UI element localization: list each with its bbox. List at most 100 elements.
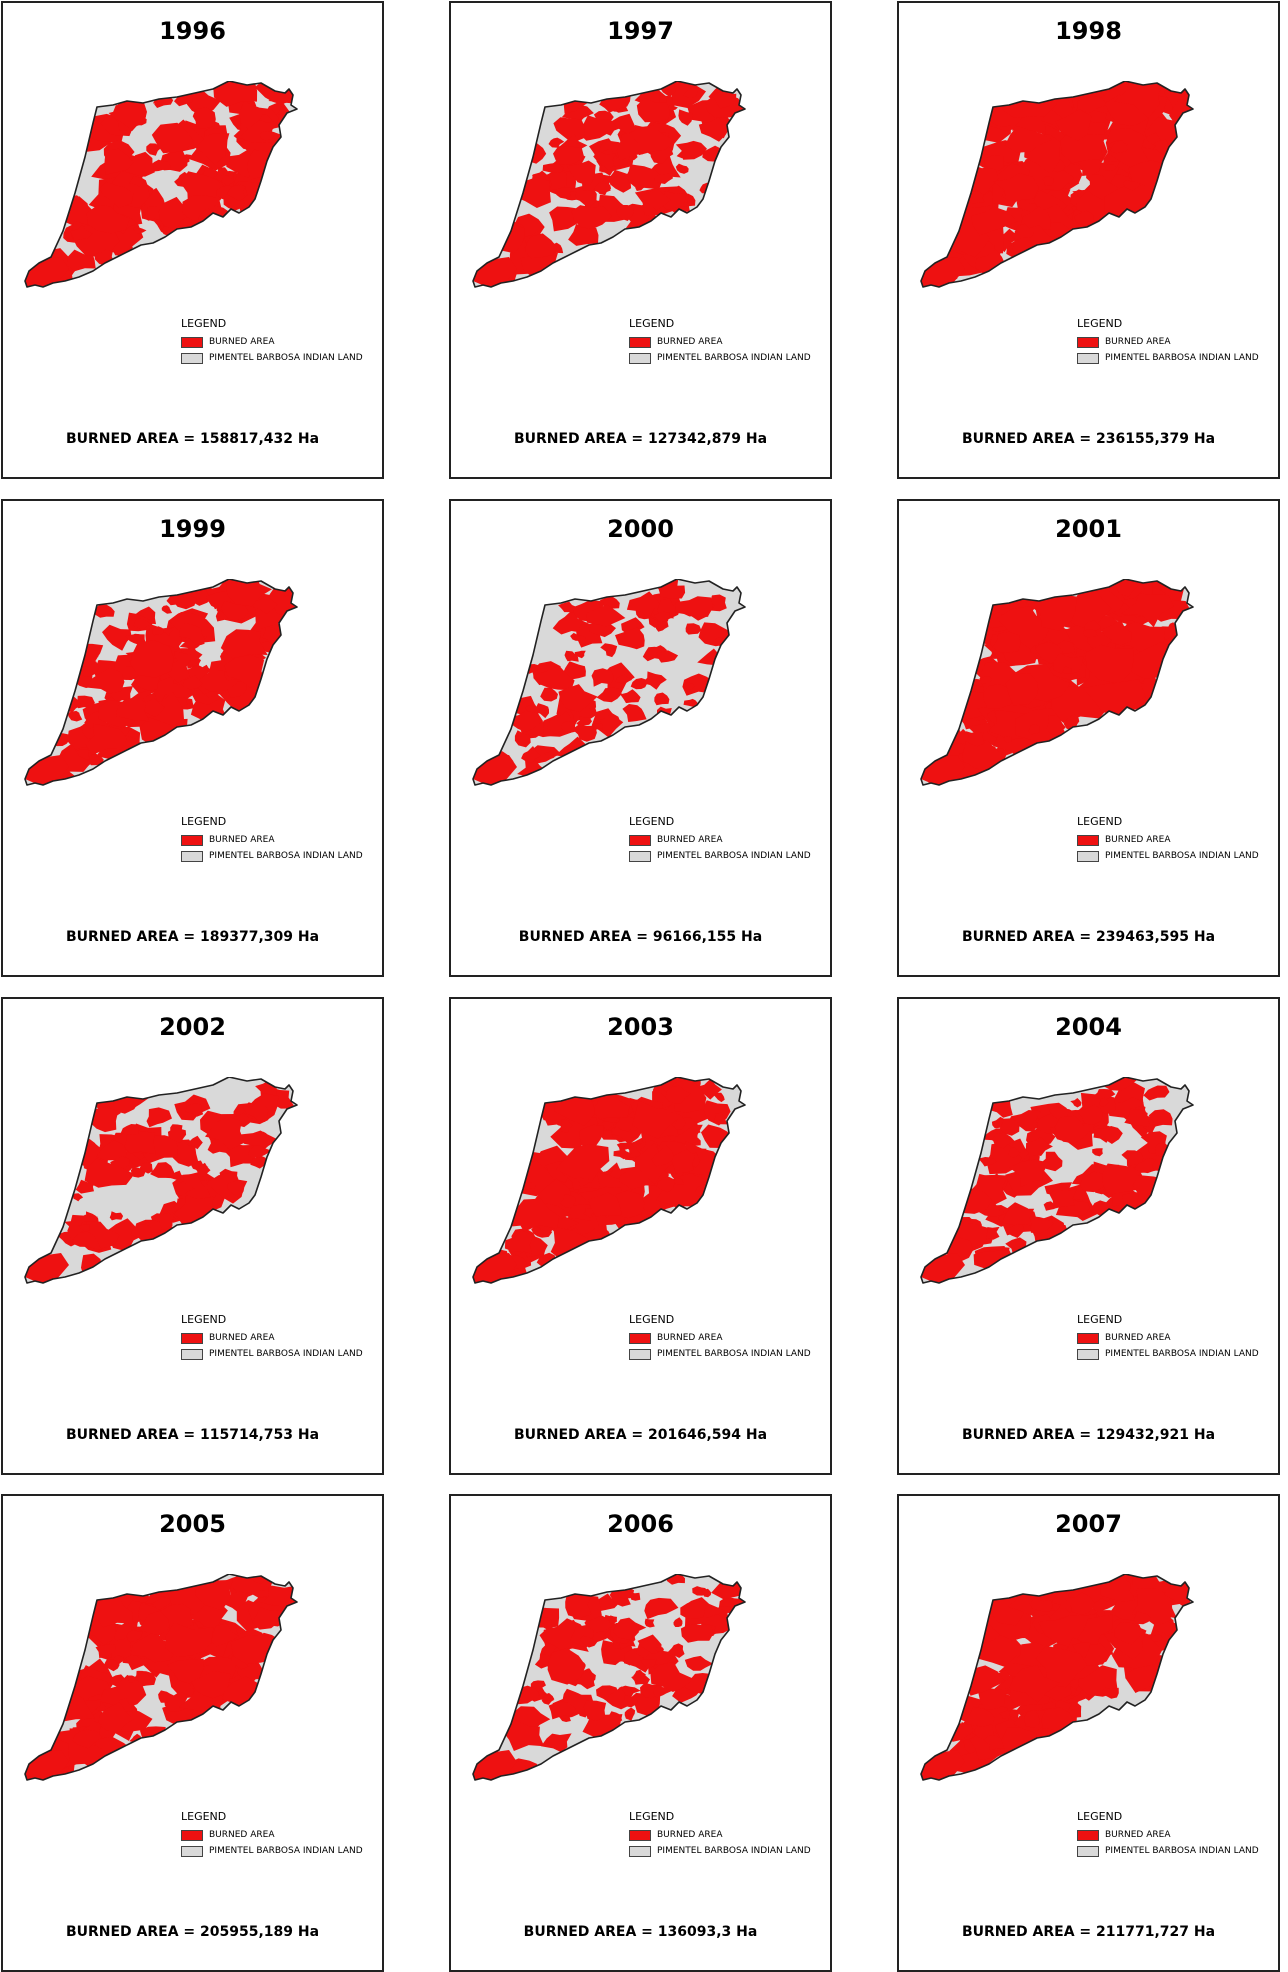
burned-patch: [1155, 1142, 1175, 1157]
burned-patch: [1134, 1611, 1151, 1625]
burned-patch: [25, 257, 69, 287]
burned-patch: [656, 1173, 711, 1208]
legend-row: PIMENTEL BARBOSA INDIAN LAND: [629, 1843, 811, 1859]
burned-patch: [596, 1593, 620, 1612]
panel-year-title: 2006: [607, 1510, 674, 1538]
burned-patch: [983, 155, 1004, 172]
burned-area-patches: [25, 579, 297, 785]
legend-territory-label: PIMENTEL BARBOSA INDIAN LAND: [209, 353, 363, 363]
map-panel: 1996 LEGEND BURNED AREA PIMENTEL BARBOSA IN…: [1, 1, 384, 479]
burned-patch: [69, 224, 93, 241]
burned-patch: [133, 618, 151, 631]
burned-patch: [259, 641, 273, 653]
burned-patch: [253, 595, 278, 615]
territory-outline: [920, 1574, 1194, 1781]
burned-patch: [205, 1117, 245, 1150]
burned-patch: [1026, 1216, 1054, 1234]
burned-patch: [632, 1100, 678, 1139]
legend-title: LEGEND: [181, 317, 227, 330]
burned-patch: [1002, 1206, 1035, 1226]
burned-patch: [473, 257, 517, 287]
burned-patch: [644, 1618, 655, 1628]
burned-patch: [166, 1658, 204, 1684]
burned-patch: [555, 1144, 610, 1183]
burned-patch: [564, 650, 579, 662]
burned-area-patches: [473, 1574, 745, 1780]
burned-patch: [1025, 593, 1077, 631]
burned-patch: [1099, 1097, 1109, 1107]
burned-patch: [542, 163, 564, 173]
burned-patch: [548, 137, 565, 148]
burned-patch: [618, 1685, 641, 1698]
legend-territory-swatch: [629, 1845, 651, 1857]
burned-patch: [579, 1635, 598, 1648]
legend-row: BURNED AREA: [1077, 1827, 1259, 1843]
territory-outline: [920, 81, 1194, 288]
burned-patch: [99, 181, 134, 208]
territory-map: [920, 81, 1194, 288]
burned-area-label: BURNED AREA =: [961, 1924, 1097, 1940]
burned-patch: [238, 1130, 279, 1153]
legend-row: BURNED AREA: [181, 1330, 363, 1346]
burned-patch: [665, 1085, 691, 1104]
legend-row: BURNED AREA: [1077, 334, 1259, 350]
burned-patch: [73, 1193, 84, 1202]
burned-patch: [658, 583, 686, 599]
burned-patch: [675, 596, 713, 621]
burned-patch: [713, 1092, 725, 1103]
map-panel: 1997 LEGEND BURNED AREA PIMENTEL BARBOSA IN…: [449, 1, 832, 479]
burned-patch: [571, 205, 613, 230]
burned-patch: [1143, 1085, 1170, 1101]
burned-patch: [1035, 1645, 1088, 1688]
burned-patch: [1077, 96, 1108, 113]
legend-burned-label: BURNED AREA: [209, 1830, 275, 1840]
burned-patch: [999, 1118, 1020, 1136]
legend-territory-swatch: [181, 352, 203, 364]
burned-area-patches: [921, 1077, 1175, 1283]
legend-row: BURNED AREA: [1077, 832, 1259, 848]
burned-patch: [104, 148, 134, 175]
burned-patch: [641, 671, 667, 690]
territory-outline: [472, 1574, 746, 1781]
burned-patch: [525, 1182, 536, 1190]
legend-burned-swatch: [1077, 336, 1099, 348]
burned-patch: [592, 723, 604, 730]
legend-row: BURNED AREA: [181, 334, 363, 350]
burned-patch: [547, 1648, 586, 1685]
legend-territory-label: PIMENTEL BARBOSA INDIAN LAND: [1105, 851, 1259, 861]
legend-territory-swatch: [181, 1348, 203, 1360]
burned-patch: [160, 1603, 194, 1629]
legend-burned-swatch: [629, 336, 651, 348]
map-panel: 2001 LEGEND BURNED AREA PIMENTEL BARBOSA IN…: [897, 499, 1280, 977]
burned-patch: [641, 188, 672, 211]
burned-patch: [130, 1630, 178, 1663]
burned-patch: [1009, 1159, 1050, 1188]
legend-title: LEGEND: [1077, 317, 1123, 330]
map-legend: LEGEND BURNED AREA PIMENTEL BARBOSA INDIAN…: [1077, 317, 1259, 366]
territory-outline: [920, 1077, 1194, 1284]
territory-map: [472, 81, 746, 288]
burned-patch: [675, 163, 689, 174]
burned-patch: [555, 187, 572, 199]
territory-map: [24, 81, 298, 288]
burned-patch: [544, 751, 555, 759]
burned-patch: [242, 1099, 269, 1122]
map-panel: 1998 LEGEND BURNED AREA PIMENTEL BARBOSA IN…: [897, 1, 1280, 479]
territory-outline: [920, 579, 1194, 786]
legend-row: PIMENTEL BARBOSA INDIAN LAND: [1077, 848, 1259, 864]
burned-patch: [25, 1750, 69, 1780]
burned-patch: [560, 1119, 573, 1133]
burned-area-value: 239463,595 Ha: [1096, 929, 1216, 945]
burned-patch: [921, 1750, 965, 1780]
burned-patch: [992, 631, 1021, 653]
burned-area-label: BURNED AREA =: [961, 1427, 1097, 1443]
burned-patch: [1114, 81, 1168, 119]
burned-patch: [1008, 1147, 1021, 1158]
burned-patch: [624, 1707, 636, 1721]
territory-outline: [24, 1077, 298, 1284]
territory-outline: [472, 1077, 746, 1284]
legend-territory-swatch: [629, 352, 651, 364]
map-legend: LEGEND BURNED AREA PIMENTEL BARBOSA INDIAN…: [181, 1810, 363, 1859]
legend-row: PIMENTEL BARBOSA INDIAN LAND: [181, 350, 363, 366]
legend-territory-label: PIMENTEL BARBOSA INDIAN LAND: [209, 1846, 363, 1856]
